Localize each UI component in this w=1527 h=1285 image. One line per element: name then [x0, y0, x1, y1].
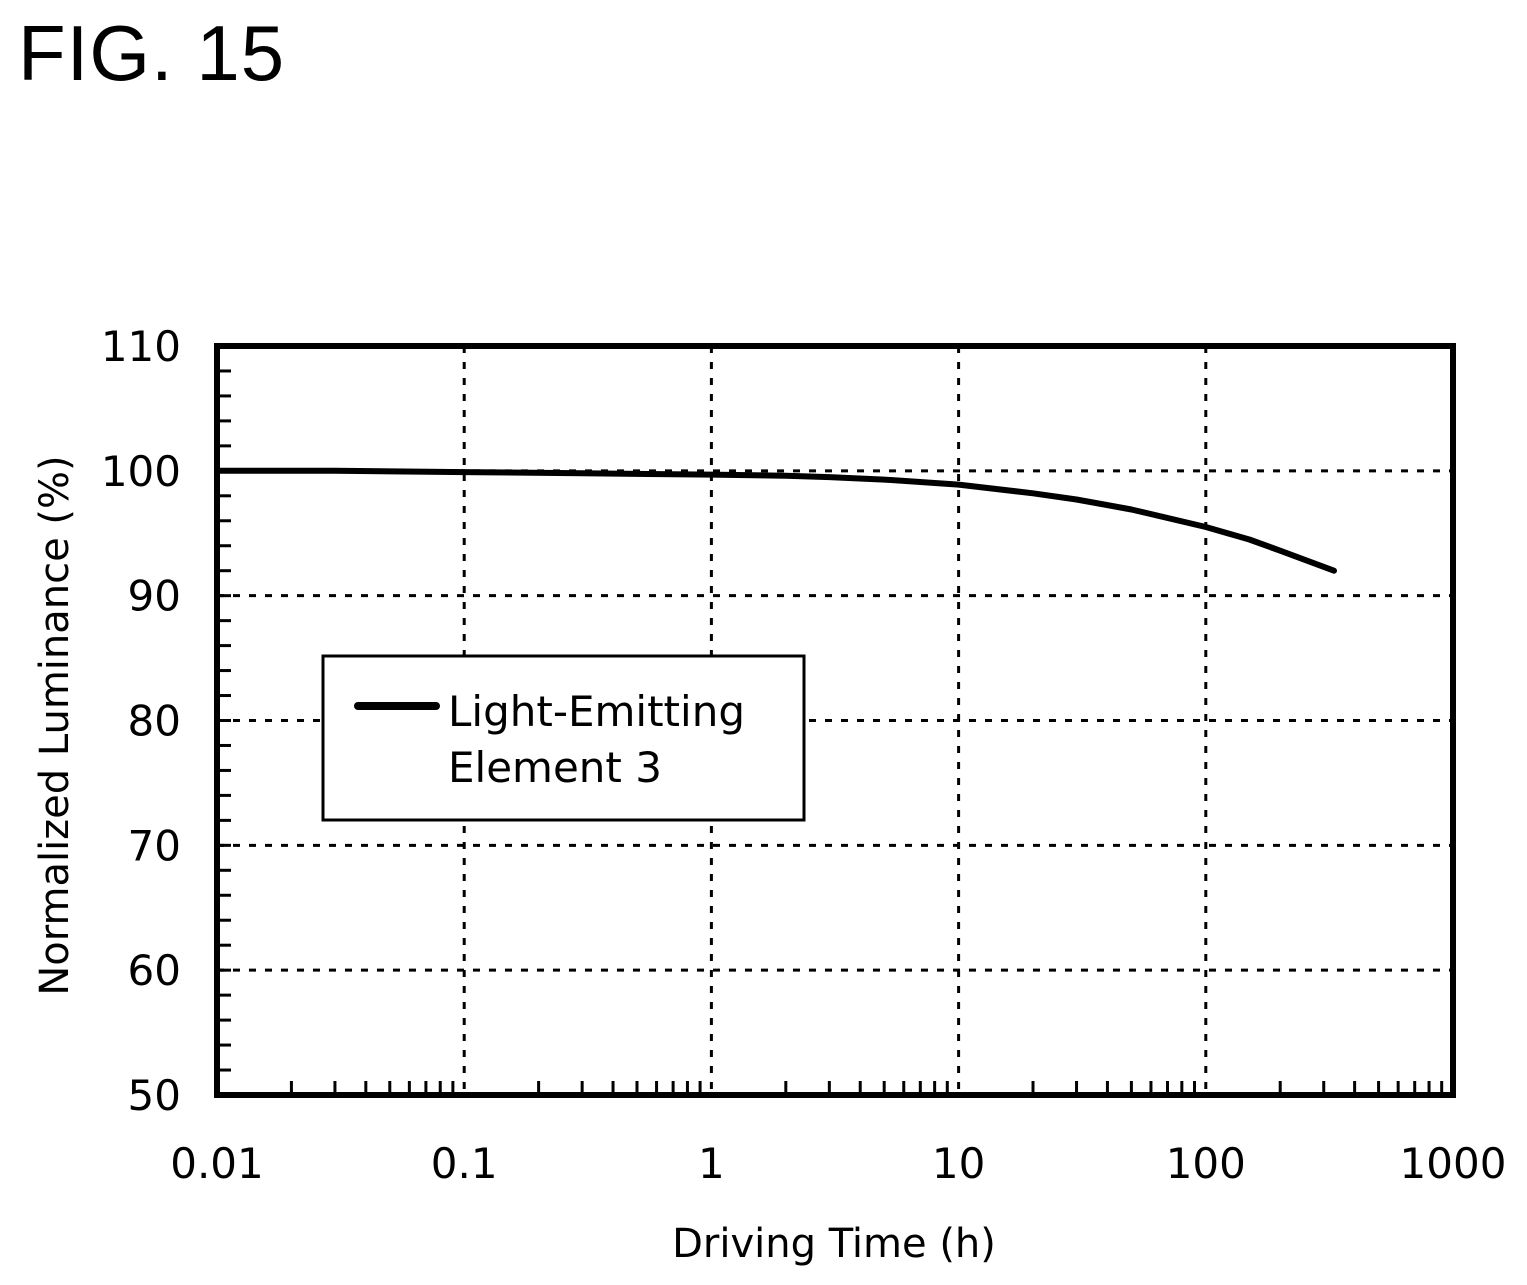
y-tick-label: 110 [101, 322, 181, 371]
x-tick-label: 0.1 [431, 1139, 498, 1188]
y-tick-label: 50 [128, 1071, 181, 1120]
series-line [214, 467, 1337, 574]
y-tick-labels: 50 60 70 80 90 100 110 [101, 322, 181, 1120]
y-tick-label: 90 [128, 572, 181, 621]
x-tick-labels: 0.01 0.1 1 10 100 1000 [170, 1139, 1506, 1188]
y-tick-label: 70 [128, 821, 181, 870]
series-lines [214, 467, 1337, 574]
y-tick-label: 80 [128, 697, 181, 746]
y-tick-label: 60 [128, 946, 181, 995]
x-tick-label: 100 [1166, 1139, 1246, 1188]
x-axis-title: Driving Time (h) [672, 1221, 996, 1267]
x-tick-label: 1 [698, 1139, 725, 1188]
x-tick-label: 1000 [1400, 1139, 1507, 1188]
y-tick-label: 100 [101, 447, 181, 496]
plot-frame [214, 343, 1456, 1098]
x-tick-label: 10 [932, 1139, 985, 1188]
legend-label-line-1: Light-Emitting [448, 687, 745, 736]
y-axis-title: Normalized Luminance (%) [32, 455, 78, 995]
legend-box [321, 654, 806, 822]
legend: Light-Emitting Element 3 [321, 654, 806, 822]
figure-label: FIG. 15 [18, 9, 286, 97]
x-tick-label: 0.01 [170, 1139, 264, 1188]
legend-label-line-2: Element 3 [448, 743, 662, 792]
